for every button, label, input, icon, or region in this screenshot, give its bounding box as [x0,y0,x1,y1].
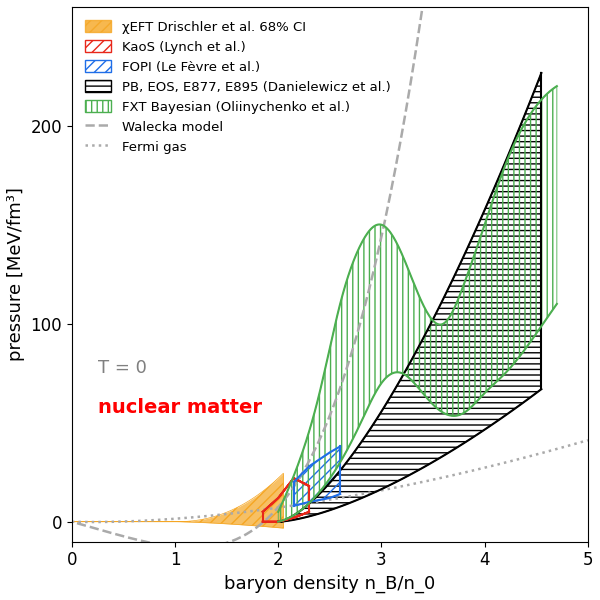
Legend: χEFT Drischler et al. 68% CI, KaoS (Lynch et al.), FOPI (Le Fèvre et al.), PB, E: χEFT Drischler et al. 68% CI, KaoS (Lync… [79,14,397,160]
Text: nuclear matter: nuclear matter [98,398,262,417]
X-axis label: baryon density n_B/n_0: baryon density n_B/n_0 [224,575,436,593]
Text: T = 0: T = 0 [98,359,146,377]
Y-axis label: pressure [MeV/fm³]: pressure [MeV/fm³] [7,187,25,361]
